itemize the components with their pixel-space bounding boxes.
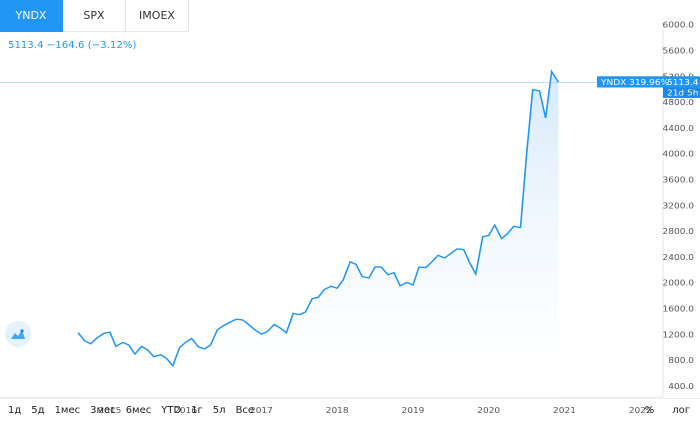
y-tick-label: 400.0	[668, 381, 694, 390]
x-tick-label: 2022	[629, 405, 652, 414]
range-button[interactable]: 1г	[191, 405, 203, 416]
price-tag: YNDX 319.96% 5113.4 21d 5h	[597, 76, 700, 98]
price-change-summary: 5113.4 −164.6 (−3.12%)	[8, 40, 137, 51]
y-tick-label: 6000.0	[663, 20, 694, 29]
y-tick-label: 1200.0	[663, 330, 694, 339]
tab-spx[interactable]: SPX	[63, 0, 126, 32]
y-tick-label: 4000.0	[663, 149, 694, 158]
bottom-toolbar: 1д 5д 1мес 3мес 6мес YTD 1г 5л Все % лог	[0, 398, 700, 425]
tab-yndx[interactable]: YNDX	[0, 0, 63, 32]
y-tick-label: 2800.0	[663, 227, 694, 236]
price-tag-ticker: YNDX 319.96%	[600, 77, 669, 86]
x-tick-label: 2016	[174, 405, 197, 414]
y-tick-label: 5600.0	[663, 46, 694, 55]
tradingview-logo-icon[interactable]	[5, 321, 31, 347]
time-range-selector: 1д 5д 1мес 3мес 6мес YTD 1г 5л Все	[8, 405, 264, 416]
scale-options: % лог	[627, 405, 690, 416]
range-button[interactable]: 3мес	[90, 405, 116, 416]
range-button[interactable]: 5л	[212, 405, 226, 416]
y-tick-label: 2400.0	[663, 252, 694, 261]
percent-scale-toggle[interactable]: %	[644, 405, 655, 416]
series-area	[78, 71, 559, 398]
x-tick-label: 2021	[553, 405, 576, 414]
y-tick-label: 1600.0	[663, 304, 694, 313]
x-tick-label: 2020	[477, 405, 500, 414]
log-scale-toggle[interactable]: лог	[672, 405, 690, 416]
range-button[interactable]: 6мес	[125, 405, 152, 416]
range-button[interactable]: YTD	[161, 405, 182, 416]
series-line	[77, 69, 560, 368]
y-tick-label: 4400.0	[663, 124, 694, 133]
x-tick-label: 2018	[326, 405, 349, 414]
tab-imoex[interactable]: IMOEX	[126, 0, 189, 32]
y-tick-label: 4800.0	[663, 98, 694, 107]
y-tick-label: 3600.0	[663, 175, 694, 184]
x-tick-label: 2017	[250, 405, 273, 414]
range-button[interactable]: 1мес	[54, 405, 81, 416]
range-button[interactable]: 1д	[8, 405, 22, 416]
x-tick-label: 2019	[402, 405, 425, 414]
y-tick-label: 3200.0	[663, 201, 694, 210]
range-button[interactable]: 5д	[31, 405, 45, 416]
x-tick-label: 2015	[98, 405, 121, 414]
ticker-tabs: YNDX SPX IMOEX	[0, 0, 189, 32]
price-tag-countdown: 21d 5h	[667, 88, 698, 97]
range-button[interactable]: Все	[235, 405, 255, 416]
y-tick-label: 800.0	[668, 356, 694, 365]
y-tick-label: 2000.0	[663, 278, 694, 287]
price-tag-value: 5113.4	[667, 77, 698, 86]
